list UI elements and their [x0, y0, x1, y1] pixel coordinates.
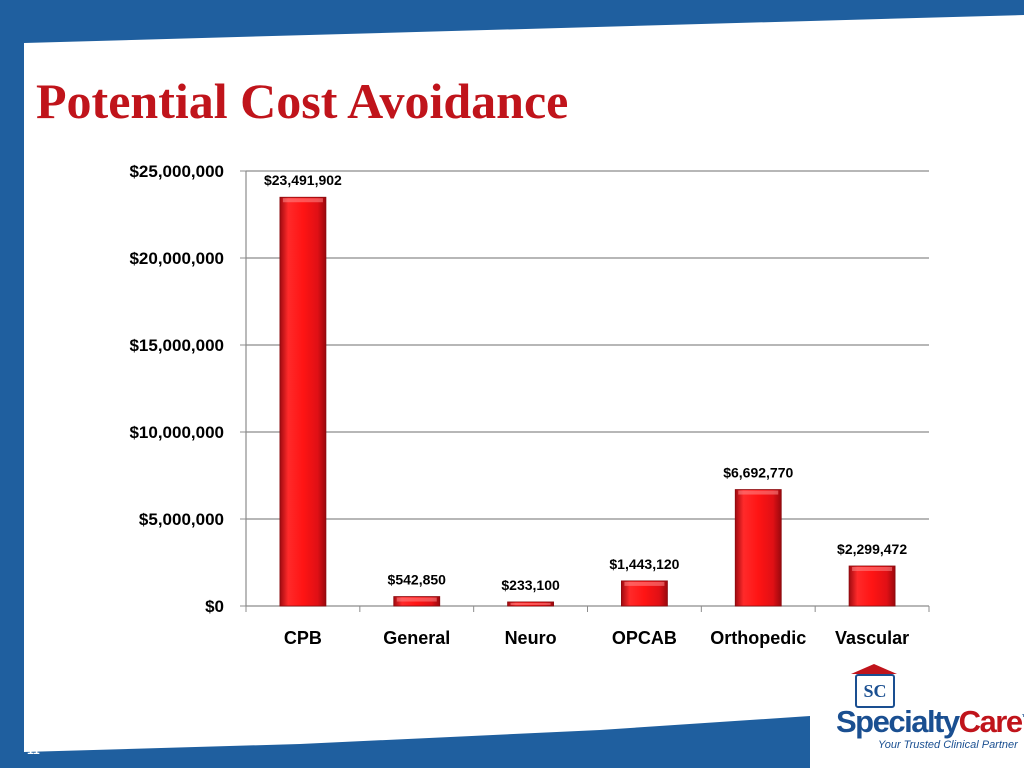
x-category-label: General [383, 628, 450, 648]
bar-orthopedic [734, 489, 782, 607]
logo-brand-care: Care [958, 704, 1023, 739]
data-label: $233,100 [501, 577, 560, 593]
logo-brand-name: SpecialtyCare™ [836, 704, 1024, 740]
bar-vascular [848, 565, 896, 607]
x-axis-category-labels: CPB General Neuro OPCAB Orthopedic Vascular [284, 628, 909, 648]
logo-emblem: SC [855, 674, 895, 708]
y-tick-label: $5,000,000 [139, 510, 224, 529]
bar-highlight [510, 602, 551, 605]
gridlines [246, 170, 929, 520]
specialtycare-logo: SC SpecialtyCare™ Your Trusted Clinical … [836, 664, 1024, 758]
slide-bottom-band [24, 716, 810, 768]
bar-highlight [852, 566, 893, 571]
bar-highlight [738, 490, 779, 495]
y-tick-label: $20,000,000 [129, 249, 224, 268]
y-tick-label: $0 [205, 597, 224, 616]
bar-highlight [282, 198, 323, 203]
data-labels: $23,491,902 $542,850 $233,100 $1,443,120 $6,… [264, 172, 907, 593]
data-label: $23,491,902 [264, 172, 342, 188]
logo-brand-specialty: Specialty [836, 704, 960, 739]
x-category-label: Orthopedic [710, 628, 806, 648]
data-label: $1,443,120 [609, 556, 679, 572]
y-tick-label: $10,000,000 [129, 423, 224, 442]
data-label: $542,850 [388, 572, 447, 588]
y-axis-tick-labels: $0 $5,000,000 $10,000,000 $15,000,000 $20,00… [129, 162, 224, 616]
x-category-label: OPCAB [612, 628, 677, 648]
logo-trademark: ™ [1022, 713, 1024, 723]
axes [240, 170, 930, 612]
x-category-label: Vascular [835, 628, 909, 648]
bars [279, 196, 896, 607]
slide-title: Potential Cost Avoidance [36, 73, 569, 129]
bar-chart: $0 $5,000,000 $10,000,000 $15,000,000 $20,00… [129, 162, 930, 648]
bar-cpb [279, 196, 327, 607]
y-tick-label: $15,000,000 [129, 336, 224, 355]
logo-tagline: Your Trusted Clinical Partner [878, 739, 1018, 751]
y-tick-label: $25,000,000 [129, 162, 224, 181]
logo-roof-icon [851, 664, 897, 674]
page-number: 11 [27, 743, 40, 757]
bar-highlight [396, 597, 437, 602]
data-label: $6,692,770 [723, 465, 793, 481]
data-label: $2,299,472 [837, 541, 907, 557]
x-category-label: CPB [284, 628, 322, 648]
x-category-label: Neuro [505, 628, 557, 648]
bar-highlight [624, 581, 665, 586]
